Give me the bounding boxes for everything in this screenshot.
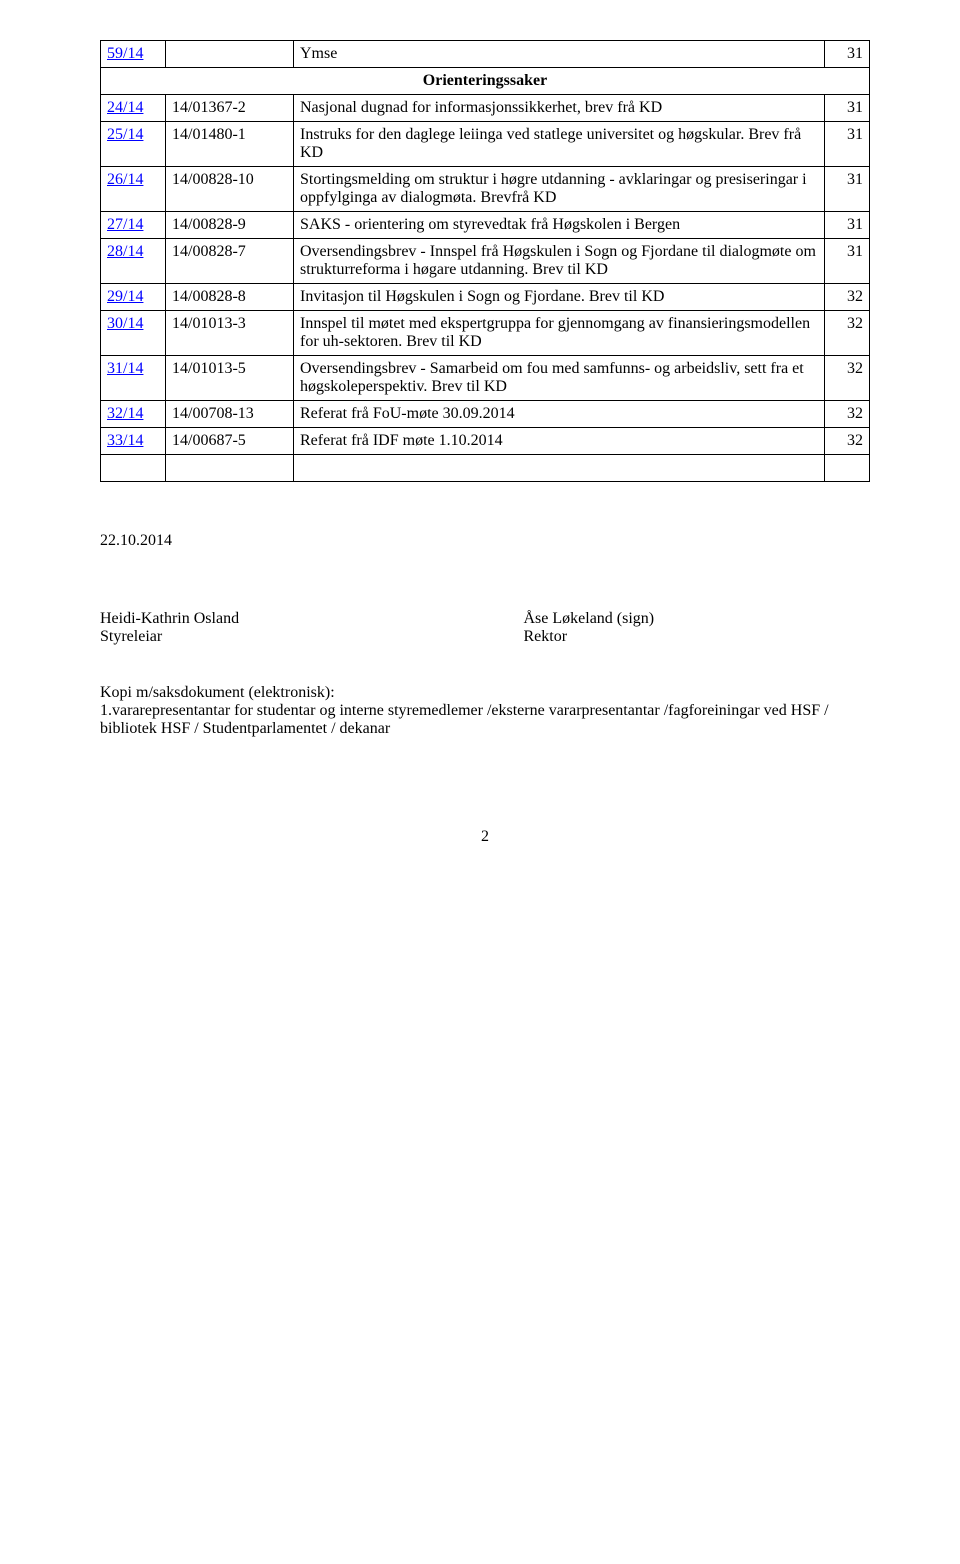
case-cell: 14/00828-7 <box>166 239 294 284</box>
desc-cell: Oversendingsbrev - Samarbeid om fou med … <box>294 356 825 401</box>
case-cell <box>166 41 294 68</box>
page-cell: 32 <box>825 401 870 428</box>
table-row: 59/14 Ymse31 <box>101 41 870 68</box>
page-cell: 32 <box>825 284 870 311</box>
signature-block: Heidi-Kathrin Osland Styreleiar Åse Løke… <box>100 610 870 646</box>
desc-cell: Referat frå IDF møte 1.10.2014 <box>294 428 825 455</box>
ref-cell: 29/14 <box>101 284 166 311</box>
ref-cell: 24/14 <box>101 95 166 122</box>
case-cell: 14/00687-5 <box>166 428 294 455</box>
signer-left-name: Heidi-Kathrin Osland <box>100 610 524 628</box>
ref-link[interactable]: 30/14 <box>107 315 143 332</box>
section-header: Orienteringssaker <box>101 68 870 95</box>
table-row: 27/14 14/00828-9SAKS - orientering om sty… <box>101 212 870 239</box>
agenda-table: 59/14Ymse31Orienteringssaker24/1414/0136… <box>100 40 870 482</box>
page-cell: 31 <box>825 122 870 167</box>
ref-cell: 26/14 <box>101 167 166 212</box>
ref-link[interactable]: 31/14 <box>107 360 143 377</box>
date-line: 22.10.2014 <box>100 532 870 550</box>
ref-link[interactable]: 25/14 <box>107 126 143 143</box>
case-cell: 14/01480-1 <box>166 122 294 167</box>
ref-cell: 30/14 <box>101 311 166 356</box>
ref-cell: 25/14 <box>101 122 166 167</box>
desc-cell <box>294 455 825 482</box>
case-cell: 14/00828-9 <box>166 212 294 239</box>
page-cell: 31 <box>825 41 870 68</box>
desc-cell: SAKS - orientering om styrevedtak frå Hø… <box>294 212 825 239</box>
ref-link[interactable]: 29/14 <box>107 288 143 305</box>
table-row <box>101 455 870 482</box>
desc-cell: Nasjonal dugnad for informasjonssikkerhe… <box>294 95 825 122</box>
signer-right-name: Åse Løkeland (sign) <box>524 610 871 628</box>
page-cell: 32 <box>825 428 870 455</box>
page-cell: 31 <box>825 239 870 284</box>
desc-cell: Invitasjon til Høgskulen i Sogn og Fjord… <box>294 284 825 311</box>
ref-link[interactable]: 32/14 <box>107 405 143 422</box>
table-row: 30/14 14/01013-3Innspel til møtet med eks… <box>101 311 870 356</box>
case-cell: 14/00828-10 <box>166 167 294 212</box>
case-cell: 14/00828-8 <box>166 284 294 311</box>
ref-link[interactable]: 59/14 <box>107 45 143 62</box>
agenda-tbody: 59/14Ymse31Orienteringssaker24/1414/0136… <box>101 41 870 482</box>
ref-cell <box>101 455 166 482</box>
desc-cell: Oversendingsbrev - Innspel frå Høgskulen… <box>294 239 825 284</box>
ref-link[interactable]: 26/14 <box>107 171 143 188</box>
kopi-body: 1.vararepresentantar for studentar og in… <box>100 702 870 738</box>
kopi-heading: Kopi m/saksdokument (elektronisk): <box>100 684 870 702</box>
table-row: 29/14 14/00828-8Invitasjon til Høgskulen … <box>101 284 870 311</box>
case-cell: 14/01013-5 <box>166 356 294 401</box>
desc-cell: Innspel til møtet med ekspertgruppa for … <box>294 311 825 356</box>
ref-cell: 31/14 <box>101 356 166 401</box>
page-cell: 32 <box>825 356 870 401</box>
ref-cell: 27/14 <box>101 212 166 239</box>
table-row: 32/14 14/00708-13Referat frå FoU-møte 30.… <box>101 401 870 428</box>
desc-cell: Referat frå FoU-møte 30.09.2014 <box>294 401 825 428</box>
page-number: 2 <box>100 828 870 846</box>
page-cell <box>825 455 870 482</box>
case-cell: 14/01013-3 <box>166 311 294 356</box>
table-row: 26/14 14/00828-10Stortingsmelding om stru… <box>101 167 870 212</box>
table-row: 33/14 14/00687-5Referat frå IDF møte 1.10… <box>101 428 870 455</box>
desc-cell: Ymse <box>294 41 825 68</box>
desc-cell: Stortingsmelding om struktur i høgre utd… <box>294 167 825 212</box>
page-cell: 31 <box>825 95 870 122</box>
table-row: 24/14 14/01367-2Nasjonal dugnad for infor… <box>101 95 870 122</box>
ref-cell: 59/14 <box>101 41 166 68</box>
ref-link[interactable]: 27/14 <box>107 216 143 233</box>
signer-left-title: Styreleiar <box>100 628 524 646</box>
desc-cell: Instruks for den daglege leiinga ved sta… <box>294 122 825 167</box>
signer-right-title: Rektor <box>524 628 871 646</box>
page-cell: 32 <box>825 311 870 356</box>
case-cell: 14/00708-13 <box>166 401 294 428</box>
ref-cell: 32/14 <box>101 401 166 428</box>
ref-link[interactable]: 28/14 <box>107 243 143 260</box>
ref-link[interactable]: 33/14 <box>107 432 143 449</box>
table-row: 31/14 14/01013-5Oversendingsbrev - Samarb… <box>101 356 870 401</box>
table-row: Orienteringssaker <box>101 68 870 95</box>
ref-cell: 33/14 <box>101 428 166 455</box>
table-row: 28/14 14/00828-7Oversendingsbrev - Innspe… <box>101 239 870 284</box>
table-row: 25/14 14/01480-1Instruks for den daglege … <box>101 122 870 167</box>
ref-link[interactable]: 24/14 <box>107 99 143 116</box>
case-cell <box>166 455 294 482</box>
case-cell: 14/01367-2 <box>166 95 294 122</box>
ref-cell: 28/14 <box>101 239 166 284</box>
page-cell: 31 <box>825 167 870 212</box>
page-cell: 31 <box>825 212 870 239</box>
